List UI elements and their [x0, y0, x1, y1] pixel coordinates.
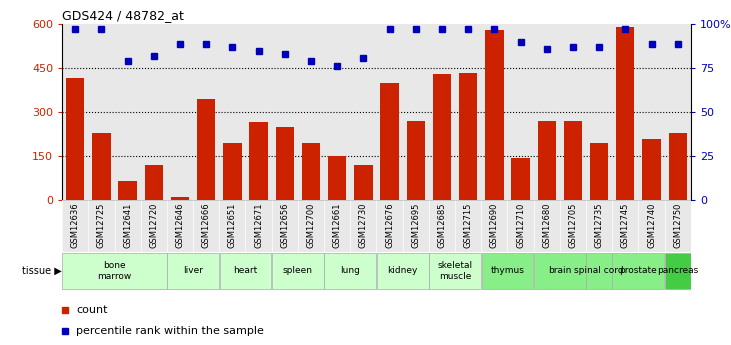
- Text: bone
marrow: bone marrow: [97, 261, 132, 280]
- Bar: [616, 27, 635, 200]
- Text: skeletal
muscle: skeletal muscle: [437, 261, 473, 280]
- Text: GSM12680: GSM12680: [542, 203, 551, 248]
- Text: pancreas: pancreas: [657, 266, 698, 275]
- FancyBboxPatch shape: [272, 253, 324, 289]
- Bar: [590, 143, 608, 200]
- FancyBboxPatch shape: [665, 253, 691, 289]
- Bar: [197, 99, 216, 200]
- Text: GSM12641: GSM12641: [123, 203, 132, 248]
- Text: GSM12710: GSM12710: [516, 203, 525, 248]
- Text: liver: liver: [183, 266, 203, 275]
- FancyBboxPatch shape: [62, 253, 167, 289]
- Text: GSM12720: GSM12720: [149, 203, 159, 248]
- Text: kidney: kidney: [387, 266, 418, 275]
- Text: GSM12745: GSM12745: [621, 203, 630, 248]
- Text: tissue ▶: tissue ▶: [23, 266, 62, 276]
- Text: thymus: thymus: [491, 266, 524, 275]
- FancyBboxPatch shape: [325, 253, 376, 289]
- FancyBboxPatch shape: [376, 253, 428, 289]
- Text: brain: brain: [548, 266, 572, 275]
- Text: GSM12740: GSM12740: [647, 203, 656, 248]
- FancyBboxPatch shape: [613, 253, 664, 289]
- Bar: [564, 121, 582, 200]
- Bar: [485, 30, 504, 200]
- Text: GSM12750: GSM12750: [673, 203, 682, 248]
- Bar: [380, 83, 398, 200]
- Text: percentile rank within the sample: percentile rank within the sample: [76, 326, 264, 336]
- Bar: [145, 165, 163, 200]
- Text: GDS424 / 48782_at: GDS424 / 48782_at: [62, 9, 184, 22]
- Text: count: count: [76, 305, 107, 315]
- Text: prostate: prostate: [620, 266, 657, 275]
- Bar: [249, 122, 268, 200]
- Text: GSM12690: GSM12690: [490, 203, 499, 248]
- FancyBboxPatch shape: [219, 253, 271, 289]
- Bar: [406, 121, 425, 200]
- FancyBboxPatch shape: [167, 253, 219, 289]
- Bar: [223, 143, 241, 200]
- Text: GSM12715: GSM12715: [463, 203, 473, 248]
- Text: GSM12656: GSM12656: [280, 203, 289, 248]
- Text: GSM12636: GSM12636: [71, 203, 80, 248]
- Text: GSM12651: GSM12651: [228, 203, 237, 248]
- Text: GSM12700: GSM12700: [306, 203, 316, 248]
- Bar: [512, 158, 530, 200]
- Bar: [302, 143, 320, 200]
- Bar: [66, 78, 84, 200]
- Text: GSM12661: GSM12661: [333, 203, 341, 248]
- Text: spleen: spleen: [283, 266, 313, 275]
- FancyBboxPatch shape: [429, 253, 481, 289]
- Text: lung: lung: [341, 266, 360, 275]
- Bar: [643, 139, 661, 200]
- Bar: [276, 127, 294, 200]
- FancyBboxPatch shape: [534, 253, 586, 289]
- Text: GSM12695: GSM12695: [412, 203, 420, 248]
- Text: GSM12666: GSM12666: [202, 203, 211, 248]
- Text: GSM12671: GSM12671: [254, 203, 263, 248]
- Bar: [92, 132, 110, 200]
- Bar: [669, 132, 687, 200]
- Bar: [433, 74, 451, 200]
- Bar: [118, 181, 137, 200]
- Bar: [328, 156, 346, 200]
- Text: GSM12685: GSM12685: [437, 203, 447, 248]
- Text: GSM12735: GSM12735: [594, 203, 604, 248]
- Bar: [459, 72, 477, 200]
- Text: spinal cord: spinal cord: [575, 266, 624, 275]
- Text: GSM12676: GSM12676: [385, 203, 394, 248]
- Bar: [171, 197, 189, 200]
- Bar: [355, 165, 373, 200]
- FancyBboxPatch shape: [586, 253, 612, 289]
- FancyBboxPatch shape: [482, 253, 534, 289]
- Text: GSM12725: GSM12725: [97, 203, 106, 248]
- Text: GSM12705: GSM12705: [569, 203, 577, 248]
- Bar: [537, 121, 556, 200]
- Text: GSM12646: GSM12646: [175, 203, 184, 248]
- Text: heart: heart: [233, 266, 257, 275]
- Text: GSM12730: GSM12730: [359, 203, 368, 248]
